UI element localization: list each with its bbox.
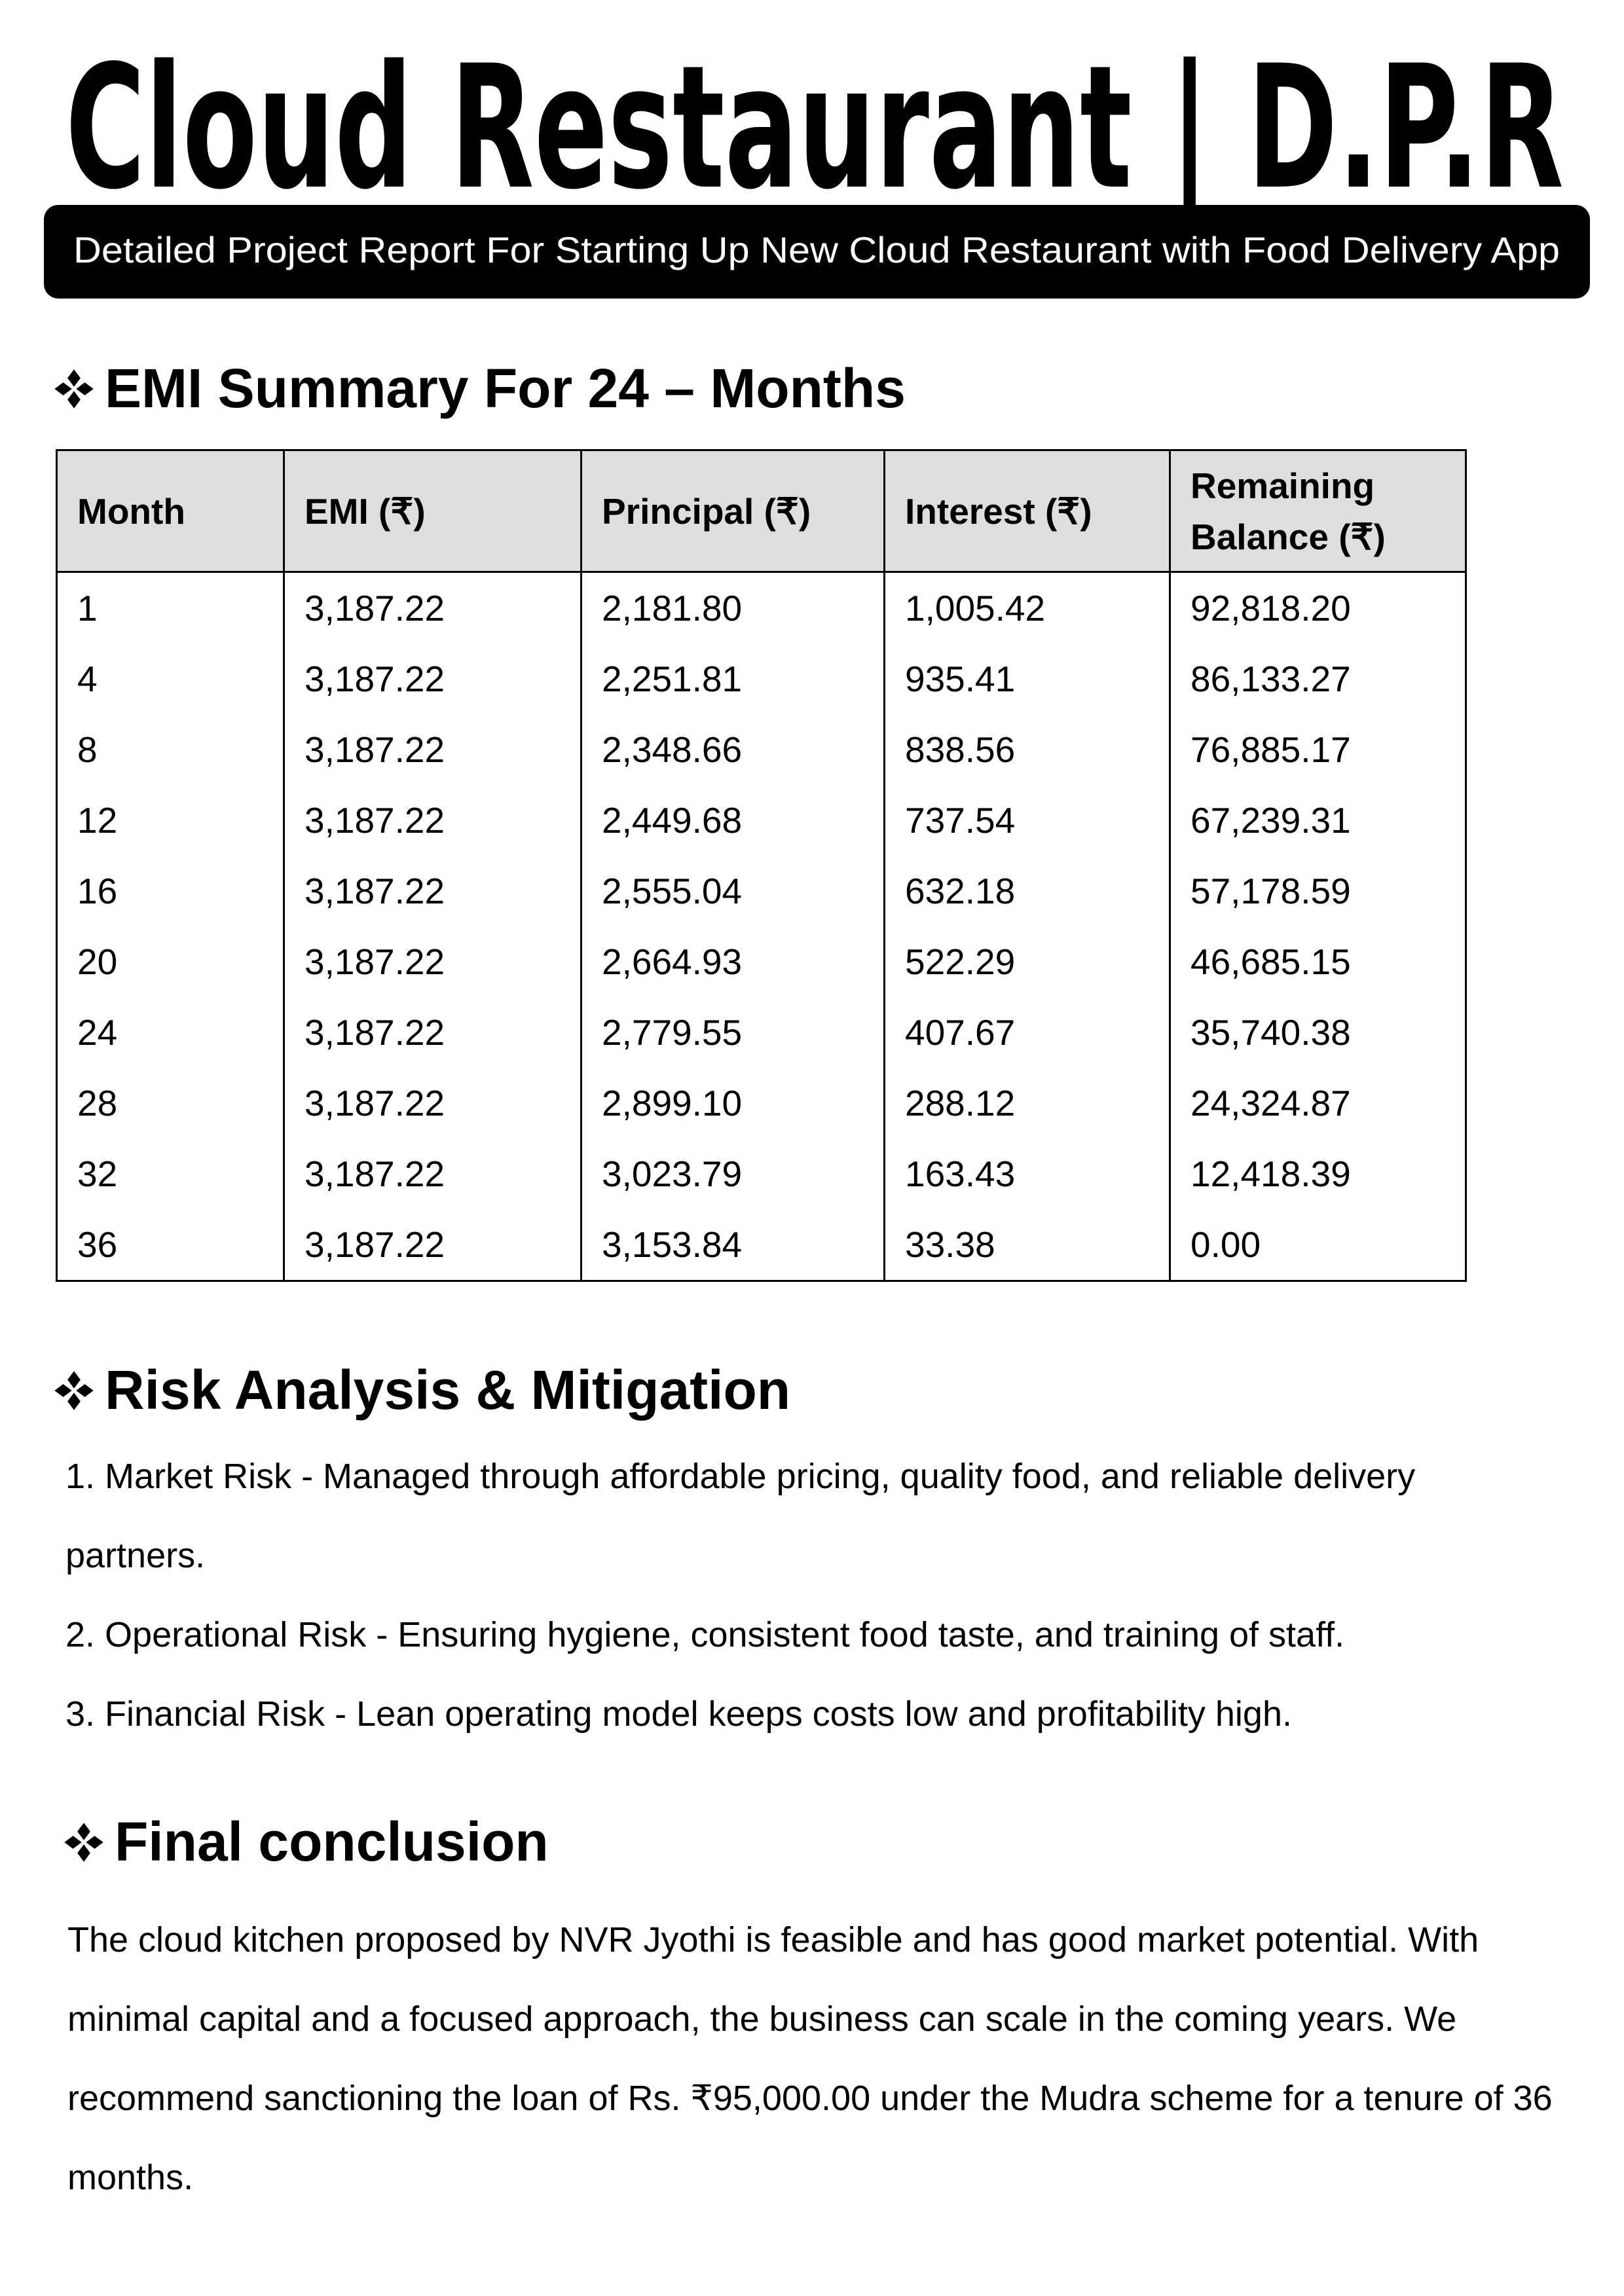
table-cell: 4: [56, 644, 285, 714]
table-cell: 28: [56, 1068, 285, 1139]
table-cell: 288.12: [883, 1068, 1171, 1139]
column-header: EMI (₹): [283, 449, 582, 573]
table-cell: 3,023.79: [580, 1139, 885, 1209]
table-row: 1 3,187.22 2,181.80 1,005.42 92,818.20: [56, 572, 1467, 644]
table-cell: 737.54: [883, 785, 1171, 856]
table-cell: 3,187.22: [283, 1068, 582, 1139]
table-cell: 935.41: [883, 644, 1171, 714]
table-row: 8 3,187.22 2,348.66 838.56 76,885.17: [56, 714, 1467, 785]
table-cell: 1: [56, 572, 285, 644]
heading-text: Risk Analysis & Mitigation: [105, 1359, 791, 1421]
column-header: Remaining Balance (₹): [1169, 449, 1467, 573]
table-body: 1 3,187.22 2,181.80 1,005.42 92,818.20 4 3,187…: [56, 572, 1467, 1282]
table-row: 16 3,187.22 2,555.04 632.18 57,178.59: [56, 856, 1467, 926]
table-cell: 2,181.80: [580, 572, 885, 644]
table-cell: 3,187.22: [283, 1139, 582, 1209]
table-cell: 2,664.93: [580, 926, 885, 997]
risk-item: 1. Market Risk - Managed through afforda…: [65, 1457, 1416, 1575]
title: Cloud Restaurant | D.P.R: [65, 29, 1564, 229]
header-row: Month EMI (₹) Principal (₹) Interest (₹) Rem…: [56, 449, 1467, 573]
table-cell: 3,153.84: [580, 1209, 885, 1282]
table-cell: 12,418.39: [1169, 1139, 1467, 1209]
table-cell: 3,187.22: [283, 572, 582, 644]
table-row: 24 3,187.22 2,779.55 407.67 35,740.38: [56, 997, 1467, 1068]
table-cell: 838.56: [883, 714, 1171, 785]
table-cell: 2,555.04: [580, 856, 885, 926]
table-cell: 92,818.20: [1169, 572, 1467, 644]
table-row: 36 3,187.22 3,153.84 33.38 0.00: [56, 1209, 1467, 1282]
table-row: 32 3,187.22 3,023.79 163.43 12,418.39: [56, 1139, 1467, 1209]
table-row: 4 3,187.22 2,251.81 935.41 86,133.27: [56, 644, 1467, 714]
table-cell: 76,885.17: [1169, 714, 1467, 785]
column-header: Interest (₹): [883, 449, 1171, 573]
table-cell: 2,449.68: [580, 785, 885, 856]
table-cell: 36: [56, 1209, 285, 1282]
emi-table: Month EMI (₹) Principal (₹) Interest (₹) Rem…: [56, 449, 1467, 1282]
table-cell: 8: [56, 714, 285, 785]
table-cell: 3,187.22: [283, 997, 582, 1068]
section-heading: Final conclusion: [62, 1810, 549, 1874]
heading-text: EMI Summary For 24 – Months: [105, 357, 906, 419]
header: Cloud Restaurant | D.P.R Detailed Projec…: [44, 29, 1590, 299]
table-cell: 20: [56, 926, 285, 997]
heading-text: Final conclusion: [115, 1811, 549, 1872]
table-cell: 522.29: [883, 926, 1171, 997]
table-cell: 3,187.22: [283, 785, 582, 856]
table-cell: 24: [56, 997, 285, 1068]
table-cell: 3,187.22: [283, 1209, 582, 1282]
table-cell: 1,005.42: [883, 572, 1171, 644]
table-cell: 67,239.31: [1169, 785, 1467, 856]
table-cell: 407.67: [883, 997, 1171, 1068]
bullet-icon: [54, 1370, 94, 1410]
table-cell: 12: [56, 785, 285, 856]
table-cell: 2,251.81: [580, 644, 885, 714]
table-cell: 16: [56, 856, 285, 926]
table-cell: 86,133.27: [1169, 644, 1467, 714]
bullet-icon: [64, 1822, 103, 1862]
table-cell: 3,187.22: [283, 714, 582, 785]
table-cell: 35,740.38: [1169, 997, 1467, 1068]
column-header: Principal (₹): [580, 449, 885, 573]
table-row: 12 3,187.22 2,449.68 737.54 67,239.31: [56, 785, 1467, 856]
section-heading: EMI Summary For 24 – Months: [52, 357, 906, 420]
risk-list: 1. Market Risk - Managed through afforda…: [65, 1437, 1526, 1754]
table-cell: 632.18: [883, 856, 1171, 926]
section-heading: Risk Analysis & Mitigation: [52, 1358, 790, 1422]
risk-item: 2. Operational Risk - Ensuring hygiene, …: [65, 1615, 1345, 1654]
table-cell: 57,178.59: [1169, 856, 1467, 926]
table-cell: 3,187.22: [283, 644, 582, 714]
conclusion-paragraph: The cloud kitchen proposed by NVR Jyothi…: [67, 1920, 1553, 2197]
table-cell: 46,685.15: [1169, 926, 1467, 997]
subtitle: Detailed Project Report For Starting Up …: [73, 229, 1560, 270]
table-row: 28 3,187.22 2,899.10 288.12 24,324.87: [56, 1068, 1467, 1139]
table-cell: 3,187.22: [283, 856, 582, 926]
column-header: Month: [56, 449, 285, 573]
risk-item: 3. Financial Risk - Lean operating model…: [65, 1694, 1292, 1734]
table-cell: 2,899.10: [580, 1068, 885, 1139]
table-cell: 0.00: [1169, 1209, 1467, 1282]
table-cell: 2,779.55: [580, 997, 885, 1068]
bullet-icon: [54, 369, 94, 409]
table-cell: 32: [56, 1139, 285, 1209]
subtitle-bar: [44, 205, 1590, 299]
table-cell: 33.38: [883, 1209, 1171, 1282]
table-cell: 24,324.87: [1169, 1068, 1467, 1139]
table-cell: 163.43: [883, 1139, 1171, 1209]
table-cell: 3,187.22: [283, 926, 582, 997]
table-row: 20 3,187.22 2,664.93 522.29 46,685.15: [56, 926, 1467, 997]
table-cell: 2,348.66: [580, 714, 885, 785]
